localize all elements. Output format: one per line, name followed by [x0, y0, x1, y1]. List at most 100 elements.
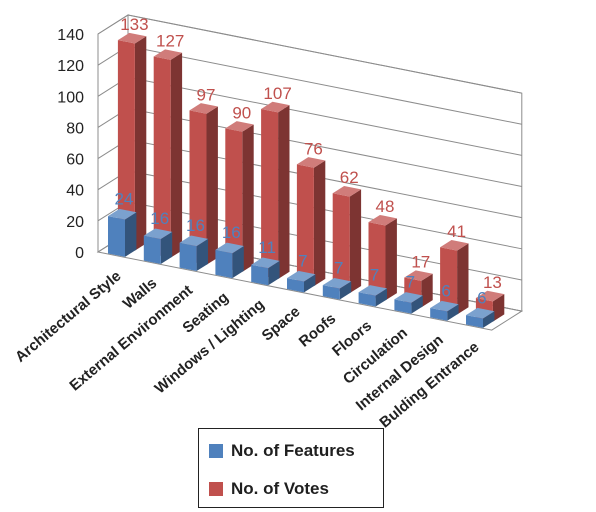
bar-side — [421, 273, 433, 308]
bar-front — [215, 249, 233, 279]
data-label-features: 16 — [186, 216, 205, 235]
y-tick-label: 120 — [57, 58, 84, 75]
bar-side — [206, 106, 218, 265]
bar-front — [394, 299, 412, 314]
bar-side — [447, 304, 459, 321]
bar-top — [287, 270, 316, 282]
bar-front — [440, 247, 458, 315]
bar-front — [251, 264, 269, 286]
bar-top — [440, 240, 469, 251]
bar-top — [296, 157, 326, 168]
bar-features — [322, 277, 352, 300]
y-tick-label: 40 — [66, 183, 84, 200]
data-label-votes: 97 — [197, 85, 216, 104]
bar-votes — [153, 49, 183, 258]
bar-top — [475, 290, 505, 302]
bar-votes — [261, 101, 290, 279]
bar-features — [466, 307, 495, 328]
y-tick-label: 20 — [66, 214, 84, 231]
bar-votes — [368, 214, 397, 301]
bar-front — [179, 242, 197, 272]
bar-votes — [117, 32, 147, 251]
bar-top — [179, 235, 208, 247]
bar-front — [322, 285, 340, 300]
bar-top — [430, 300, 459, 312]
data-label-features: 7 — [334, 258, 343, 277]
bar-features — [108, 208, 137, 257]
legend-item-votes: No. of Votes — [209, 479, 329, 499]
data-label-votes: 13 — [483, 273, 502, 292]
y-tick-label: 80 — [66, 120, 84, 137]
bar-side — [492, 294, 505, 322]
bar-votes — [189, 103, 218, 265]
bar-side — [268, 260, 280, 286]
bar-side — [349, 189, 362, 294]
data-label-features: 16 — [222, 223, 241, 242]
data-label-votes: 90 — [232, 103, 251, 122]
bar-side — [339, 281, 352, 300]
bar-side — [170, 52, 183, 258]
bar-features — [179, 235, 208, 272]
data-label-features: 6 — [477, 288, 486, 307]
bar-top — [404, 270, 433, 281]
bar-features — [143, 228, 173, 264]
bar-top — [189, 103, 218, 114]
legend-swatch-votes — [209, 482, 223, 496]
bar-votes — [332, 186, 362, 294]
data-label-votes: 41 — [447, 222, 466, 241]
data-label-votes: 62 — [340, 168, 359, 187]
bar-side — [125, 212, 137, 257]
legend-label-features: No. of Features — [231, 441, 355, 460]
data-label-votes: 133 — [120, 15, 148, 34]
bar-side — [242, 124, 254, 272]
bar-front — [287, 278, 304, 293]
bar-features — [287, 270, 316, 293]
bar-front — [108, 216, 125, 257]
bar-front — [153, 56, 171, 258]
bar-front — [358, 292, 376, 307]
bar-features — [430, 300, 459, 321]
bar-front — [117, 40, 135, 251]
bar-front — [430, 308, 448, 321]
bar-top — [322, 277, 352, 289]
data-label-votes: 127 — [156, 31, 184, 50]
legend-label-votes: No. of Votes — [231, 479, 329, 498]
bar-features — [251, 257, 280, 286]
bar-top — [394, 292, 423, 303]
bar-top — [261, 101, 290, 113]
data-label-features: 6 — [441, 281, 450, 300]
gridline — [97, 14, 522, 94]
data-label-features: 11 — [258, 238, 276, 257]
bar-side — [160, 231, 173, 264]
y-axis-ticks: 0 20 40 60 80 100 120 140 — [57, 27, 84, 262]
legend: No. of Features No. of Votes — [198, 428, 384, 508]
bar-top — [143, 228, 173, 240]
bar-front — [296, 164, 314, 287]
bar-side — [313, 160, 326, 287]
bar-top — [215, 242, 244, 254]
legend-item-features: No. of Features — [209, 441, 355, 461]
bar-top — [251, 257, 280, 269]
data-label-votes: 76 — [304, 139, 323, 158]
data-label-votes: 48 — [376, 197, 395, 216]
bar-side — [134, 36, 147, 251]
bar-features — [394, 292, 423, 314]
bar-votes — [296, 157, 326, 287]
data-label-features: 7 — [370, 266, 379, 285]
bar-features — [358, 285, 387, 307]
bar-front — [368, 222, 386, 301]
bar-votes — [440, 240, 469, 315]
bar-features — [215, 242, 244, 279]
bar-top — [368, 214, 397, 226]
bar-side — [385, 218, 397, 301]
data-label-votes: 107 — [263, 84, 291, 103]
bar-side — [483, 311, 495, 328]
bar-front — [225, 128, 243, 272]
y-tick-label: 100 — [57, 89, 84, 106]
data-label-votes: 17 — [411, 252, 430, 271]
bar-top — [108, 208, 137, 220]
bar-top — [153, 49, 183, 60]
bar-side — [232, 246, 244, 279]
